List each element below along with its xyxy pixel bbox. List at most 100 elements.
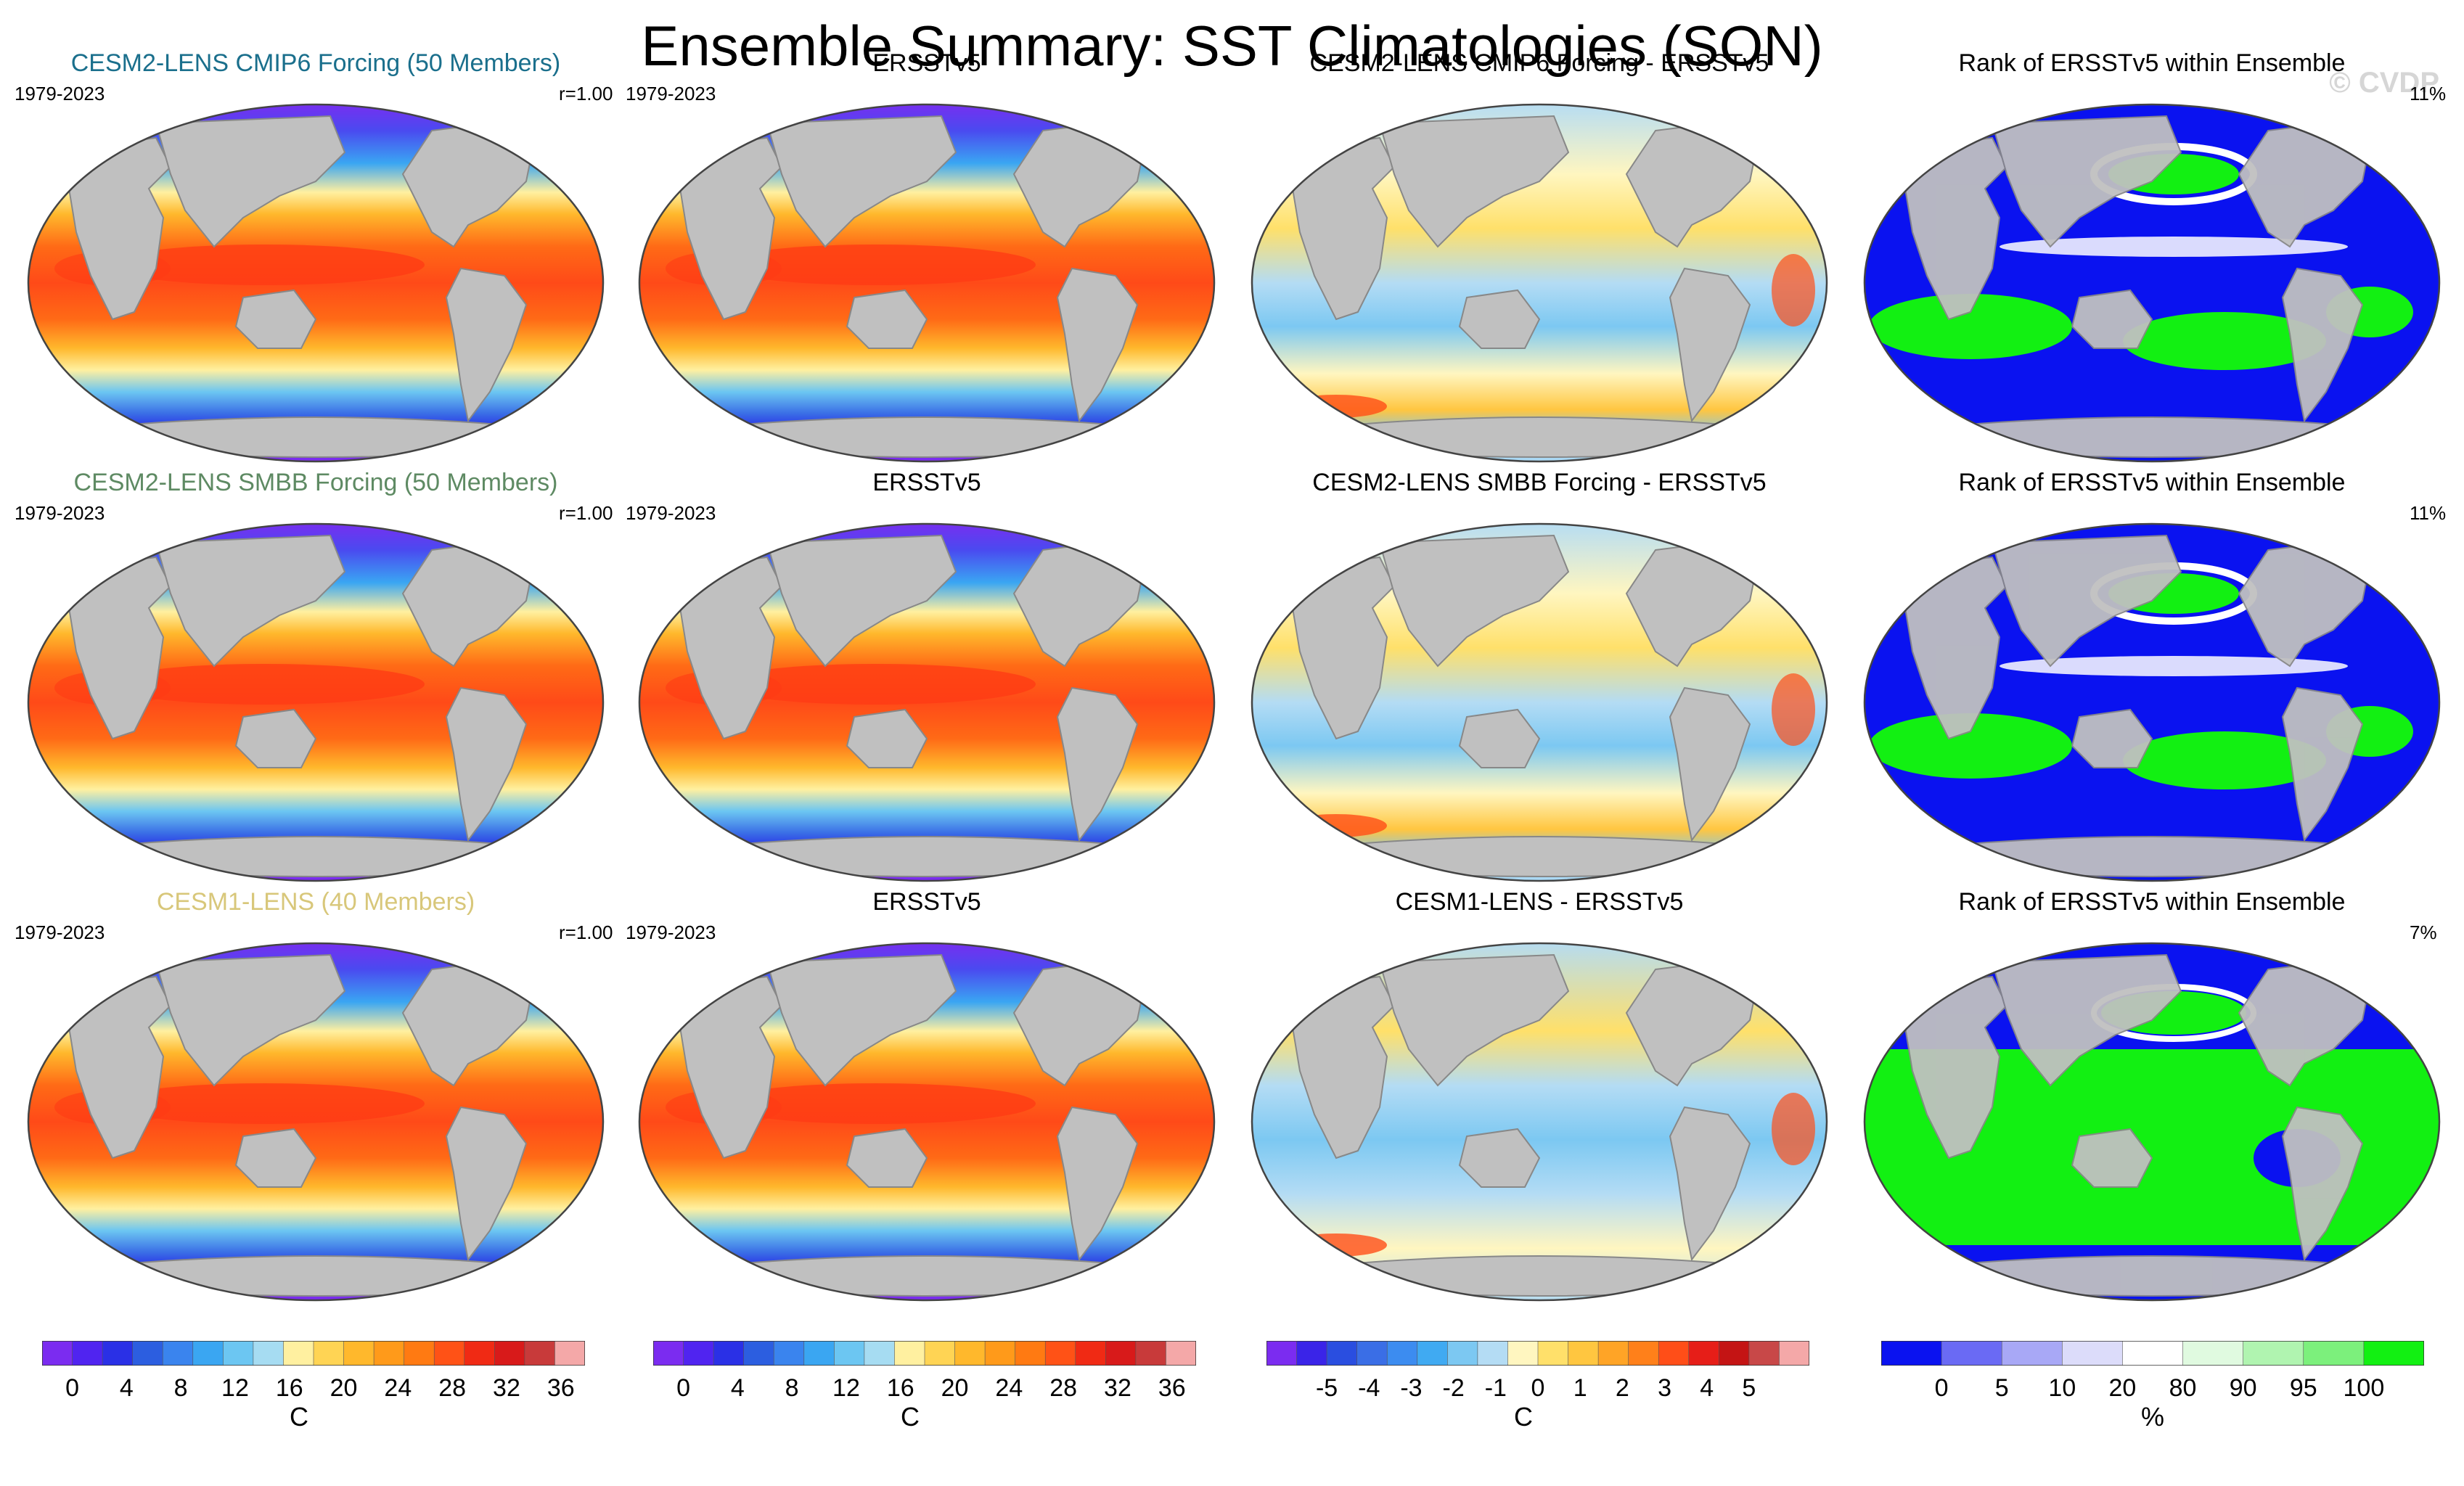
rank-map [1863,103,2441,463]
rank-percent: 11% [2410,502,2447,524]
colorbar-swatch [494,1341,525,1366]
colorbar-tick-label: 12 [832,1374,860,1402]
colorbar [42,1341,585,1366]
colorbar-swatch [1881,1341,1942,1366]
map-outline [27,942,605,1302]
colorbar-swatch [1941,1341,2003,1366]
colorbar-swatch [864,1341,896,1366]
colorbar-swatch [313,1341,345,1366]
colorbar-swatch [1386,1341,1418,1366]
colorbar-swatch [2182,1341,2244,1366]
colorbar-unit: C [1514,1402,1533,1432]
watermark: © CVDP [2329,67,2439,99]
colorbar-tick-label: 36 [547,1374,575,1402]
colorbar-tick-label: -2 [1442,1374,1465,1402]
period-label: 1979-2023 [15,83,105,104]
colorbar-swatch [2001,1341,2063,1366]
colorbar-tick-label: 20 [941,1374,969,1402]
rank-map [1863,522,2441,882]
obs-panel-title: ERSSTv5 [872,888,981,916]
colorbar-tick-label: 24 [995,1374,1023,1402]
rank-percent: 7% [2410,921,2437,943]
colorbar-swatch [1779,1341,1809,1366]
colorbar-swatch [653,1341,684,1366]
model-map [27,522,605,882]
obs-map [638,103,1216,463]
colorbar-tick-label: -3 [1400,1374,1423,1402]
colorbar-swatch [1296,1341,1327,1366]
colorbar-tick-label: 12 [221,1374,249,1402]
diff-panel-title: CESM2-LENS CMIP6 Forcing - ERSSTv5 [1309,49,1769,77]
colorbar-swatch [433,1341,465,1366]
colorbar-tick-label: 4 [1700,1374,1714,1402]
rank-panel-title: Rank of ERSSTv5 within Ensemble [1958,888,2346,916]
colorbar-tick-label: 0 [676,1374,690,1402]
period-label: 1979-2023 [15,502,105,524]
colorbar-tick-label: 0 [1531,1374,1545,1402]
map-outline [27,522,605,882]
colorbar-swatch [1135,1341,1167,1366]
colorbar-swatch [1166,1341,1196,1366]
colorbar-swatch [1628,1341,1660,1366]
colorbar-swatch [1658,1341,1690,1366]
colorbar-swatch [1568,1341,1599,1366]
colorbar-unit: C [901,1402,920,1432]
colorbar-swatch [283,1341,314,1366]
diff-panel-title: CESM1-LENS - ERSSTv5 [1395,888,1684,916]
colorbar-swatch [554,1341,585,1366]
colorbar-swatch [464,1341,496,1366]
map-outline [1251,942,1828,1302]
obs-panel-title: ERSSTv5 [872,49,981,77]
colorbar-tick-label: 32 [1104,1374,1131,1402]
colorbar-swatch [1075,1341,1107,1366]
colorbar-tick-label: 0 [65,1374,79,1402]
colorbar-swatch [2303,1341,2365,1366]
map-outline [1863,522,2441,882]
colorbar-swatch [2243,1341,2304,1366]
colorbar-swatch [1266,1341,1298,1366]
colorbar-swatch [2122,1341,2184,1366]
colorbar-swatch [132,1341,164,1366]
colorbar-swatch [524,1341,556,1366]
colorbar-swatch [1015,1341,1047,1366]
colorbar [1266,1341,1809,1366]
colorbar-swatch [223,1341,254,1366]
rank-map [1863,942,2441,1302]
colorbar-swatch [773,1341,805,1366]
map-outline [1863,942,2441,1302]
model-panel-title: CESM1-LENS (40 Members) [156,888,475,916]
colorbar-tick-label: 1 [1573,1374,1587,1402]
colorbar-swatch [404,1341,435,1366]
colorbar-swatch [1688,1341,1720,1366]
model-panel-title: CESM2-LENS SMBB Forcing (50 Members) [73,469,558,496]
colorbar-swatch [803,1341,835,1366]
colorbar-tick-label: 0 [1934,1374,1949,1402]
colorbar-tick-label: 4 [730,1374,745,1402]
colorbar-swatch [1537,1341,1569,1366]
colorbar-swatch [42,1341,73,1366]
colorbar-tick-label: 36 [1158,1374,1186,1402]
colorbar-swatch [1447,1341,1478,1366]
obs-map [638,522,1216,882]
colorbar-tick-label: 5 [1742,1374,1756,1402]
colorbar-tick-label: 4 [119,1374,134,1402]
colorbar-swatch [984,1341,1016,1366]
colorbar-tick-label: 5 [1994,1374,2009,1402]
map-outline [638,103,1216,463]
colorbar-swatch [2062,1341,2124,1366]
pattern-correlation: r=1.00 [559,502,613,524]
rank-percent: 11% [2410,83,2447,104]
diff-map [1251,103,1828,463]
colorbar-tick-label: 90 [2229,1374,2257,1402]
colorbar-swatch [1044,1341,1076,1366]
colorbar-swatch [1597,1341,1629,1366]
page-title: Ensemble Summary: SST Climatologies (SON… [641,14,1823,78]
period-label: 1979-2023 [15,921,105,943]
colorbar [1881,1341,2424,1366]
diff-map [1251,522,1828,882]
colorbar-swatch [162,1341,194,1366]
map-outline [638,942,1216,1302]
model-map [27,942,605,1302]
colorbar-tick-label: 16 [275,1374,303,1402]
colorbar-swatch [924,1341,956,1366]
